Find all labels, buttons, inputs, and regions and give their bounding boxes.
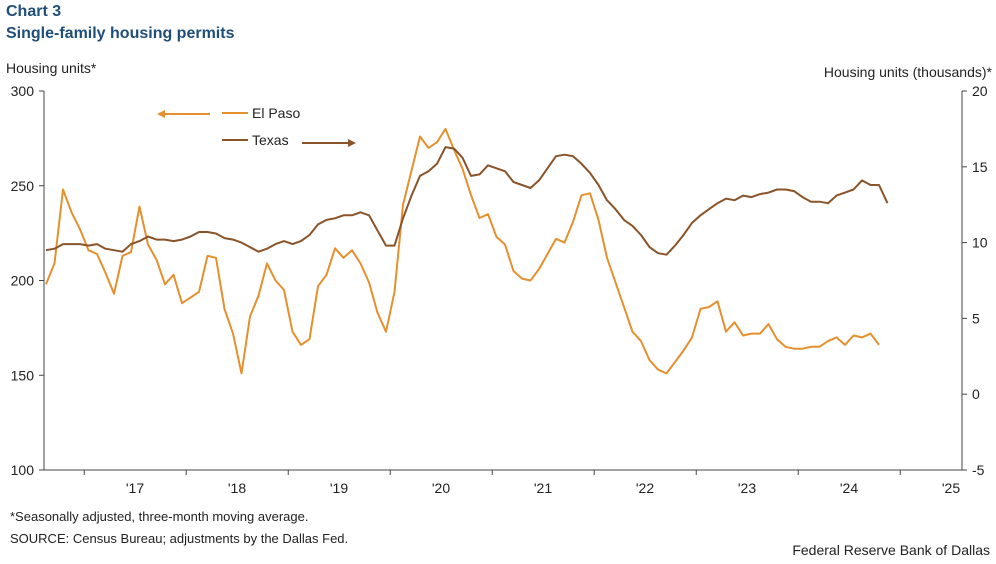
- chart-title: Single-family housing permits: [6, 25, 235, 42]
- right-tick-label: 10: [972, 235, 988, 251]
- series: [45, 127, 889, 375]
- series-line-el-paso: [45, 127, 880, 375]
- legend: El Paso Texas: [157, 105, 356, 148]
- x-tick-label: '25: [942, 480, 960, 496]
- legend-arrowhead-texas: [348, 139, 356, 147]
- legend-label-el-paso: El Paso: [252, 105, 300, 121]
- x-tick-label: '21: [534, 480, 552, 496]
- footnote: *Seasonally adjusted, three-month moving…: [10, 509, 309, 524]
- x-tick-label: '23: [738, 480, 756, 496]
- legend-label-texas: Texas: [252, 132, 289, 148]
- x-tick-label: '19: [330, 480, 348, 496]
- right-tick-label: 20: [972, 83, 988, 99]
- left-tick-label: 300: [11, 83, 35, 99]
- left-tick-label: 100: [11, 462, 35, 478]
- right-axis-label: Housing units (thousands)*: [823, 64, 992, 80]
- right-tick-label: 15: [972, 159, 988, 175]
- left-tick-label: 250: [11, 178, 35, 194]
- series-line-texas: [45, 146, 889, 256]
- left-tick-label: 150: [11, 367, 35, 383]
- axes: 100 150 200 250 300 -5 0 5 10 15 20 '17 '18 '19 '20 '21…: [11, 83, 988, 496]
- left-axis-label: Housing units*: [6, 60, 97, 76]
- credit-line: Federal Reserve Bank of Dallas: [792, 542, 990, 558]
- x-tick-label: '20: [432, 480, 450, 496]
- x-tick-label: '24: [840, 480, 858, 496]
- chart-number: Chart 3: [6, 3, 62, 20]
- right-tick-label: 0: [972, 386, 980, 402]
- right-tick-label: -5: [972, 462, 985, 478]
- right-tick-label: 5: [972, 310, 980, 326]
- x-tick-label: '17: [126, 480, 144, 496]
- legend-arrowhead-el-paso: [157, 110, 165, 118]
- x-tick-label: '18: [228, 480, 246, 496]
- left-tick-label: 200: [11, 273, 35, 289]
- source-note: SOURCE: Census Bureau; adjustments by th…: [10, 531, 349, 546]
- x-tick-label: '22: [636, 480, 654, 496]
